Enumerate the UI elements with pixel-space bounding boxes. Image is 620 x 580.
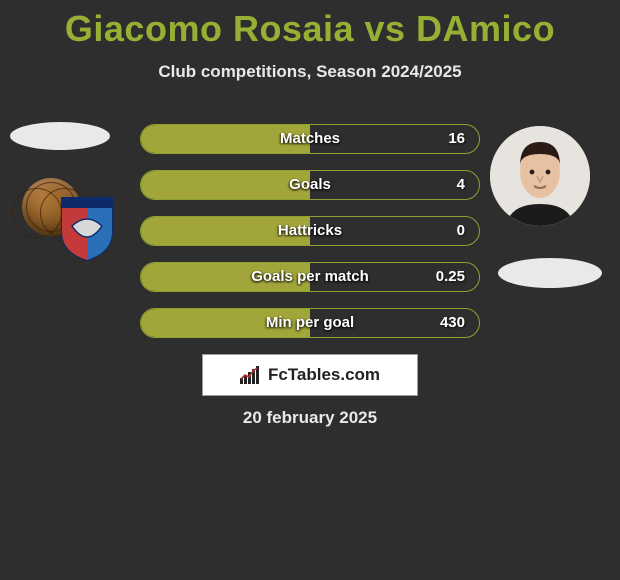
club-shield-icon [58,196,116,262]
left-ellipse-deco [10,122,110,150]
barchart-icon [240,366,262,384]
stat-row-hattricks: Hattricks 0 [140,216,480,246]
left-club-badge [22,178,118,264]
stat-row-min-per-goal: Min per goal 430 [140,308,480,338]
right-ellipse-deco [498,258,602,288]
stat-value: 0.25 [436,263,465,291]
stat-label: Matches [141,125,479,153]
stat-row-goals: Goals 4 [140,170,480,200]
right-player-avatar [490,126,590,226]
subtitle: Club competitions, Season 2024/2025 [0,62,620,82]
stat-label: Min per goal [141,309,479,337]
player-portrait-icon [490,126,590,226]
stat-label: Goals [141,171,479,199]
brand-box: FcTables.com [202,354,418,396]
stat-label: Hattricks [141,217,479,245]
date-text: 20 february 2025 [0,408,620,428]
stat-value: 4 [457,171,465,199]
stat-value: 16 [448,125,465,153]
stats-container: Matches 16 Goals 4 Hattricks 0 Goals per… [140,124,480,354]
stat-value: 0 [457,217,465,245]
stat-label: Goals per match [141,263,479,291]
stat-row-matches: Matches 16 [140,124,480,154]
brand-text: FcTables.com [268,365,380,385]
stat-row-goals-per-match: Goals per match 0.25 [140,262,480,292]
stat-value: 430 [440,309,465,337]
page-title: Giacomo Rosaia vs DAmico [0,0,620,50]
